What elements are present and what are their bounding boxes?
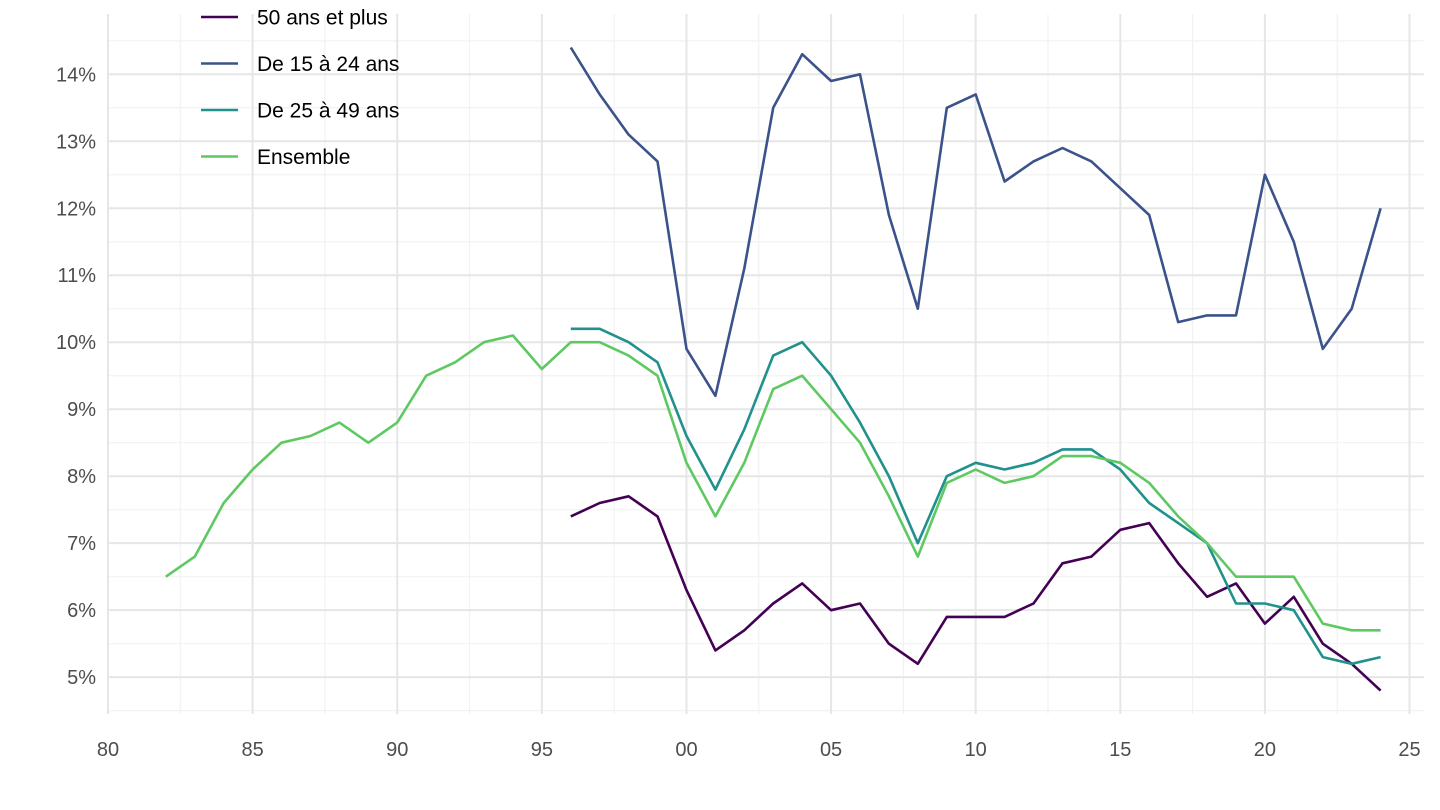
x-tick-label: 80 xyxy=(97,739,119,761)
y-tick-label: 8% xyxy=(67,466,96,488)
legend: 50 ans et plus De 15 à 24 ans De 25 à 49 a… xyxy=(201,7,399,169)
series-line-de-25-49-ans xyxy=(570,327,1381,666)
x-axis-tick-labels: 80 85 90 95 00 05 10 15 20 25 xyxy=(97,739,1421,761)
x-tick-label: 20 xyxy=(1254,739,1276,761)
y-axis-tick-labels: 5% 6% 7% 8% 9% 10% 11% 12% 13% 14% xyxy=(56,64,96,689)
legend-label: 50 ans et plus xyxy=(257,7,388,30)
y-tick-label: 11% xyxy=(57,265,96,287)
x-tick-label: 10 xyxy=(965,739,987,761)
legend-label: De 25 à 49 ans xyxy=(257,100,399,123)
y-tick-label: 5% xyxy=(67,667,96,689)
y-tick-label: 12% xyxy=(56,198,96,220)
series-lines xyxy=(165,46,1382,692)
y-tick-label: 7% xyxy=(67,533,96,555)
y-tick-label: 14% xyxy=(56,64,96,86)
y-tick-label: 13% xyxy=(56,131,96,153)
x-tick-label: 00 xyxy=(675,739,697,761)
y-tick-label: 6% xyxy=(67,600,96,622)
x-tick-label: 15 xyxy=(1109,739,1131,761)
legend-label: De 15 à 24 ans xyxy=(257,53,399,76)
x-tick-label: 05 xyxy=(820,739,842,761)
x-tick-label: 85 xyxy=(241,739,263,761)
y-tick-label: 9% xyxy=(67,399,96,421)
major-gridlines xyxy=(107,14,1424,714)
minor-gridlines xyxy=(108,14,1424,714)
x-tick-label: 95 xyxy=(531,739,553,761)
y-tick-label: 10% xyxy=(56,332,96,354)
series-line-ensemble xyxy=(165,334,1381,632)
x-tick-label: 25 xyxy=(1398,739,1420,761)
legend-label: Ensemble xyxy=(257,146,350,169)
x-tick-label: 90 xyxy=(386,739,408,761)
series-line-50-ans-et-plus xyxy=(570,494,1382,692)
series-line-de-15-24-ans xyxy=(569,46,1382,398)
